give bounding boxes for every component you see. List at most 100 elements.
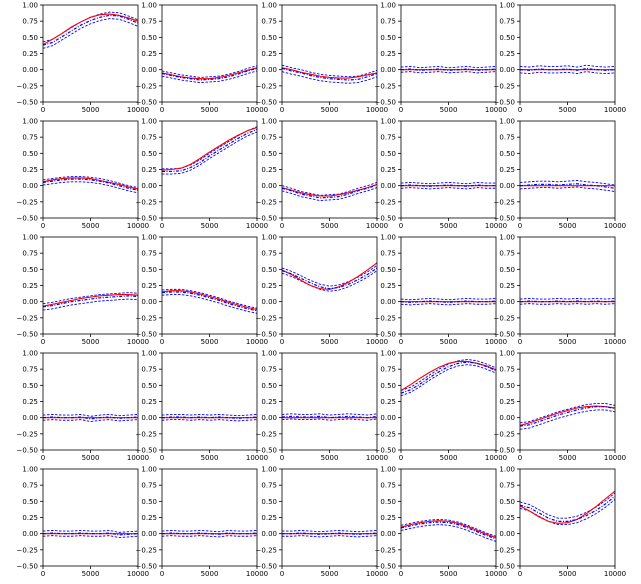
upper-bound-line	[281, 182, 378, 196]
axes-frame	[161, 236, 258, 335]
x-tick-label: 5000	[321, 570, 339, 578]
x-tick-label: 10000	[246, 570, 268, 578]
true-line	[42, 13, 139, 45]
y-tick-label: −0.50	[375, 215, 396, 223]
y-tick-label: −0.50	[375, 447, 396, 455]
panel-r1-c3: −0.50 −0.25 0.00 0.25 0.50 0.75 1.00 0 5000 10000	[375, 118, 508, 231]
panel-r1-c0: −0.50 −0.25 0.00 0.25 0.50 0.75 1.00 0 5000 10000	[17, 118, 150, 231]
y-tick-label: −0.50	[136, 215, 157, 223]
x-tick-label: 10000	[604, 454, 626, 462]
y-tick-label: 1.00	[141, 118, 157, 126]
y-tick-label: −0.25	[494, 198, 515, 206]
lower-bound-line	[42, 18, 139, 49]
y-tick-label: 1.00	[261, 234, 277, 242]
y-tick-label: −0.50	[494, 215, 515, 223]
x-tick-label: 10000	[246, 338, 268, 346]
x-tick-label: 0	[280, 338, 284, 346]
y-tick-label: 0.25	[22, 282, 38, 290]
x-tick-label: 0	[518, 338, 522, 346]
axes-frame	[400, 352, 497, 451]
y-tick-label: 1.00	[261, 118, 277, 126]
y-tick-label: 1.00	[499, 2, 515, 10]
y-tick-label: 0.25	[141, 166, 157, 174]
lower-bound-line	[42, 419, 139, 422]
x-tick-label: 10000	[366, 222, 388, 230]
x-tick-label: 10000	[366, 454, 388, 462]
estimate-line	[281, 267, 378, 290]
y-tick-label: −0.50	[494, 563, 515, 571]
y-tick-label: 0.25	[261, 282, 277, 290]
upper-bound-line	[519, 297, 616, 300]
y-tick-label: 0.25	[380, 166, 396, 174]
y-tick-label: 1.00	[261, 2, 277, 10]
y-tick-label: −0.25	[136, 546, 157, 554]
panel-r3-c1: −0.50 −0.25 0.00 0.25 0.50 0.75 1.00 0 5000 10000	[136, 350, 269, 463]
x-tick-label: 0	[41, 454, 45, 462]
y-tick-label: 0.00	[380, 66, 396, 74]
x-tick-label: 0	[399, 454, 403, 462]
x-tick-label: 10000	[127, 106, 149, 114]
y-tick-label: 0.75	[380, 366, 396, 374]
true-line	[42, 293, 139, 307]
lower-bound-line	[42, 181, 139, 194]
y-tick-label: 1.00	[261, 350, 277, 358]
axes-frame	[281, 120, 378, 219]
lower-bound-line	[400, 187, 496, 190]
x-tick-label: 5000	[559, 106, 577, 114]
axes-frame	[400, 236, 497, 335]
x-tick-label: 10000	[127, 338, 149, 346]
x-tick-label: 10000	[127, 222, 149, 230]
y-tick-label: 0.00	[261, 414, 277, 422]
x-tick-label: 5000	[201, 338, 219, 346]
x-tick-label: 5000	[440, 338, 458, 346]
x-tick-label: 0	[399, 106, 403, 114]
y-tick-label: −0.50	[494, 331, 515, 339]
lower-bound-line	[162, 131, 258, 175]
y-tick-label: 0.75	[22, 18, 38, 26]
y-tick-label: −0.50	[17, 331, 38, 339]
x-tick-label: 0	[518, 106, 522, 114]
x-tick-label: 10000	[127, 454, 149, 462]
y-tick-label: 1.00	[141, 350, 157, 358]
estimate-line	[162, 128, 258, 173]
estimate-line	[42, 532, 139, 536]
y-tick-label: −0.50	[136, 99, 157, 107]
y-tick-label: 0.25	[141, 50, 157, 58]
upper-bound-line	[519, 402, 616, 424]
y-tick-label: 0.75	[22, 482, 38, 490]
y-tick-label: 1.00	[22, 466, 38, 474]
estimate-line	[519, 67, 616, 71]
upper-bound-line	[400, 297, 497, 301]
y-tick-label: 0.00	[380, 530, 396, 538]
y-tick-label: 0.50	[499, 498, 515, 506]
panel-r1-c1: −0.50 −0.25 0.00 0.25 0.50 0.75 1.00 0 5000 10000	[136, 118, 269, 231]
axes-frame	[519, 468, 616, 567]
upper-bound-line	[42, 413, 139, 417]
y-tick-label: 0.75	[141, 250, 157, 258]
x-tick-label: 0	[518, 570, 522, 578]
estimate-line	[400, 300, 497, 303]
y-tick-label: 1.00	[22, 234, 38, 242]
y-tick-label: 0.50	[22, 150, 38, 158]
x-tick-label: 10000	[604, 338, 626, 346]
y-tick-label: −0.50	[375, 99, 396, 107]
y-tick-label: −0.50	[17, 447, 38, 455]
upper-bound-line	[281, 64, 378, 78]
y-tick-label: −0.50	[375, 563, 396, 571]
lower-bound-line	[282, 535, 378, 538]
x-tick-label: 0	[160, 570, 164, 578]
upper-bound-line	[281, 265, 378, 287]
axes-frame	[42, 4, 139, 103]
y-tick-label: 0.25	[141, 514, 157, 522]
lower-bound-line	[519, 71, 616, 75]
y-tick-label: −0.25	[256, 314, 277, 322]
estimate-line	[161, 291, 258, 312]
estimate-line	[400, 521, 497, 540]
x-tick-label: 10000	[127, 570, 149, 578]
y-tick-label: 1.00	[380, 118, 396, 126]
y-tick-label: 0.25	[261, 398, 277, 406]
y-tick-label: 0.00	[499, 414, 515, 422]
x-tick-label: 10000	[604, 570, 626, 578]
axes-frame	[161, 468, 258, 567]
y-tick-label: 0.50	[22, 266, 38, 274]
